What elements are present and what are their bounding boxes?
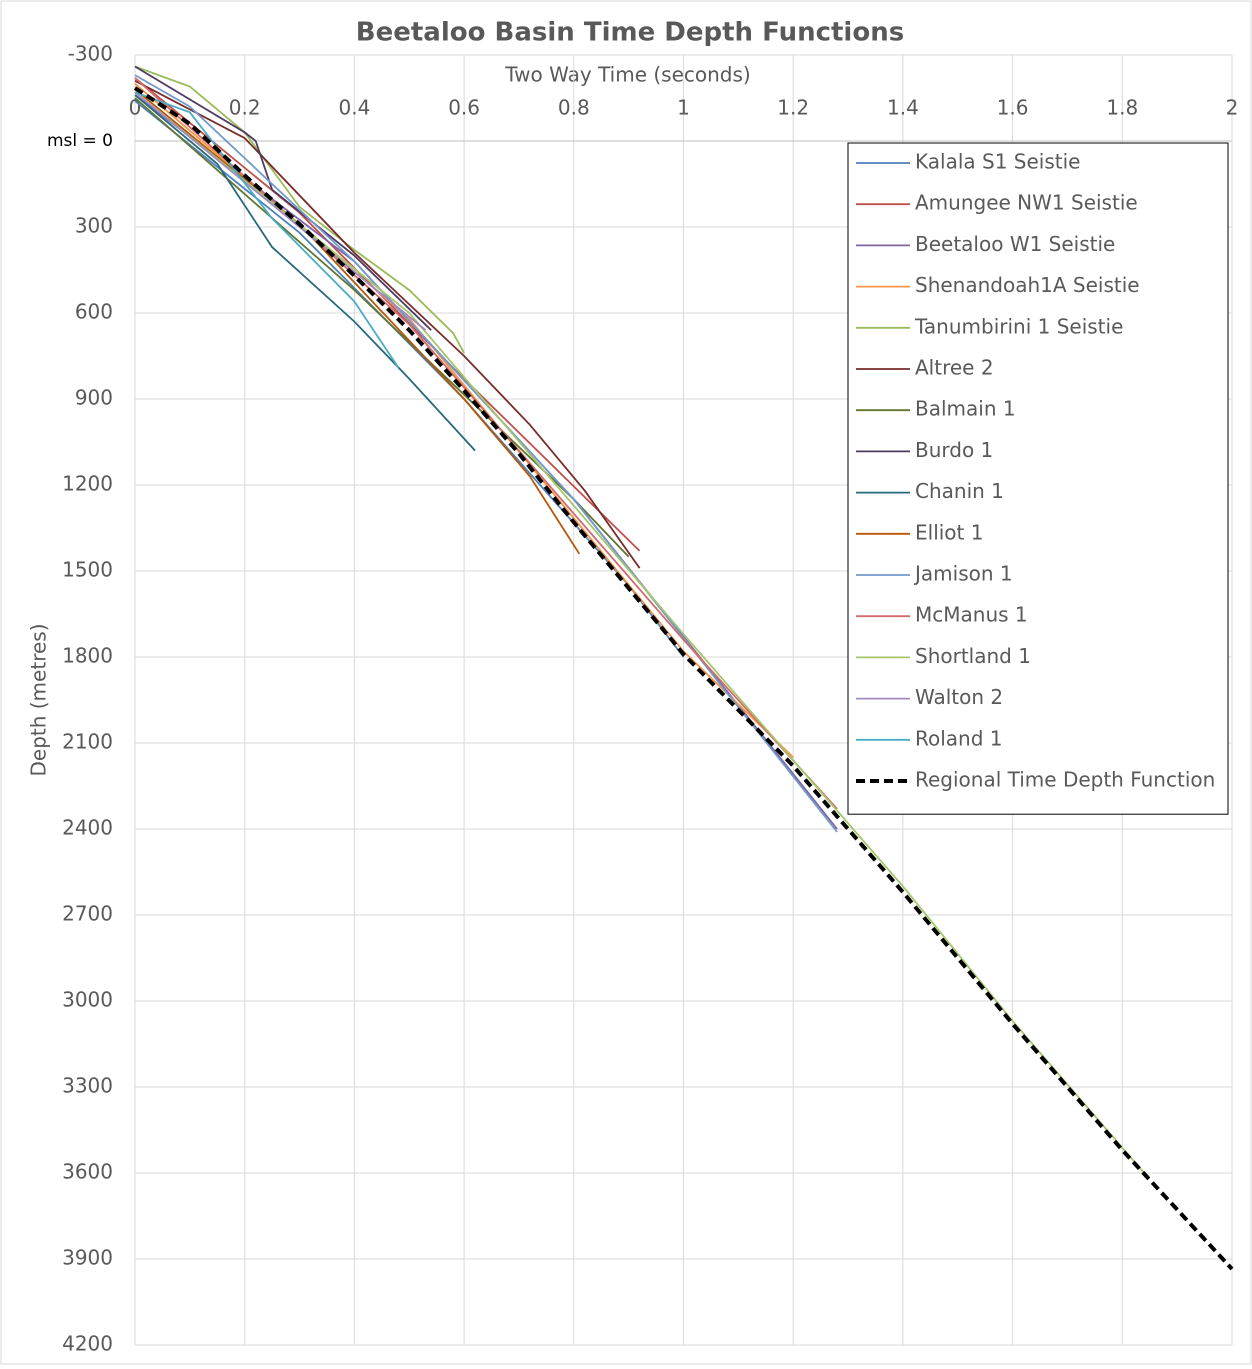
legend-label: Shenandoah1A Seistie (915, 273, 1140, 297)
legend-label: Kalala S1 Seistie (915, 150, 1080, 174)
legend-label: McManus 1 (915, 603, 1028, 627)
y-tick-label: 300 (75, 214, 113, 238)
series-line (134, 80, 641, 569)
legend-label: Regional Time Depth Function (915, 768, 1215, 792)
series-line (134, 74, 838, 833)
x-tick-label: 0.2 (229, 96, 261, 120)
y-tick-label: -300 (68, 42, 113, 66)
y-tick-label: 3300 (62, 1074, 113, 1098)
y-tick-label: 2400 (62, 816, 113, 840)
series-line (134, 91, 400, 368)
legend-label: Tanumbirini 1 Seistie (914, 314, 1123, 338)
legend-label: Burdo 1 (915, 438, 993, 462)
series-line (134, 77, 838, 810)
chart-title: Beetaloo Basin Time Depth Functions (356, 18, 904, 48)
y-tick-label: 3000 (62, 988, 113, 1012)
series-line (133, 86, 1234, 1271)
x-tick-label: 1.8 (1106, 96, 1138, 120)
y-tick-label: 600 (75, 300, 113, 324)
x-tick-label: 1.2 (777, 96, 809, 120)
legend-label: Balmain 1 (915, 397, 1016, 421)
legend: Kalala S1 Seistie Amungee NW1 Seistie Beet… (847, 142, 1229, 815)
x-axis-title: Two Way Time (seconds) (504, 63, 750, 87)
x-tick-label: 1.4 (887, 96, 919, 120)
legend-label: Roland 1 (915, 726, 1003, 750)
x-tick-label: 0.8 (558, 96, 590, 120)
legend-label: Elliot 1 (915, 520, 983, 544)
series-line (134, 94, 476, 452)
x-tick-label: 0.6 (448, 96, 480, 120)
series-line (134, 88, 581, 555)
y-tick-label: 3600 (62, 1160, 113, 1184)
legend-label: Jamison 1 (913, 562, 1013, 586)
legend-box (847, 142, 1229, 815)
y-axis-title: Depth (metres) (27, 623, 51, 776)
y-tick-label: 2700 (62, 902, 113, 926)
x-tick-label: 2 (1226, 96, 1239, 120)
legend-label: Shortland 1 (915, 644, 1031, 668)
y-tick-label: 3900 (62, 1246, 113, 1270)
y-tick-label: msl = 0 (47, 131, 113, 151)
y-tick-label: 4200 (62, 1332, 113, 1356)
series-line (134, 65, 465, 354)
y-tick-label: 1800 (62, 644, 113, 668)
legend-label: Beetaloo W1 Seistie (915, 232, 1115, 256)
y-tick-label: 900 (75, 386, 113, 410)
x-tick-label: 0.4 (338, 96, 370, 120)
legend-label: Amungee NW1 Seistie (915, 191, 1138, 215)
y-tick-label: 1200 (62, 472, 113, 496)
series-line (134, 91, 427, 331)
y-tick-label: 1500 (62, 558, 113, 582)
x-tick-label: 1.6 (997, 96, 1029, 120)
y-tick-label: 2100 (62, 730, 113, 754)
series-line (134, 65, 432, 331)
x-tick-label: 1 (677, 96, 690, 120)
legend-label: Chanin 1 (915, 479, 1004, 503)
legend-label: Walton 2 (915, 685, 1003, 709)
series-line (134, 97, 630, 558)
legend-label: Altree 2 (915, 356, 994, 380)
